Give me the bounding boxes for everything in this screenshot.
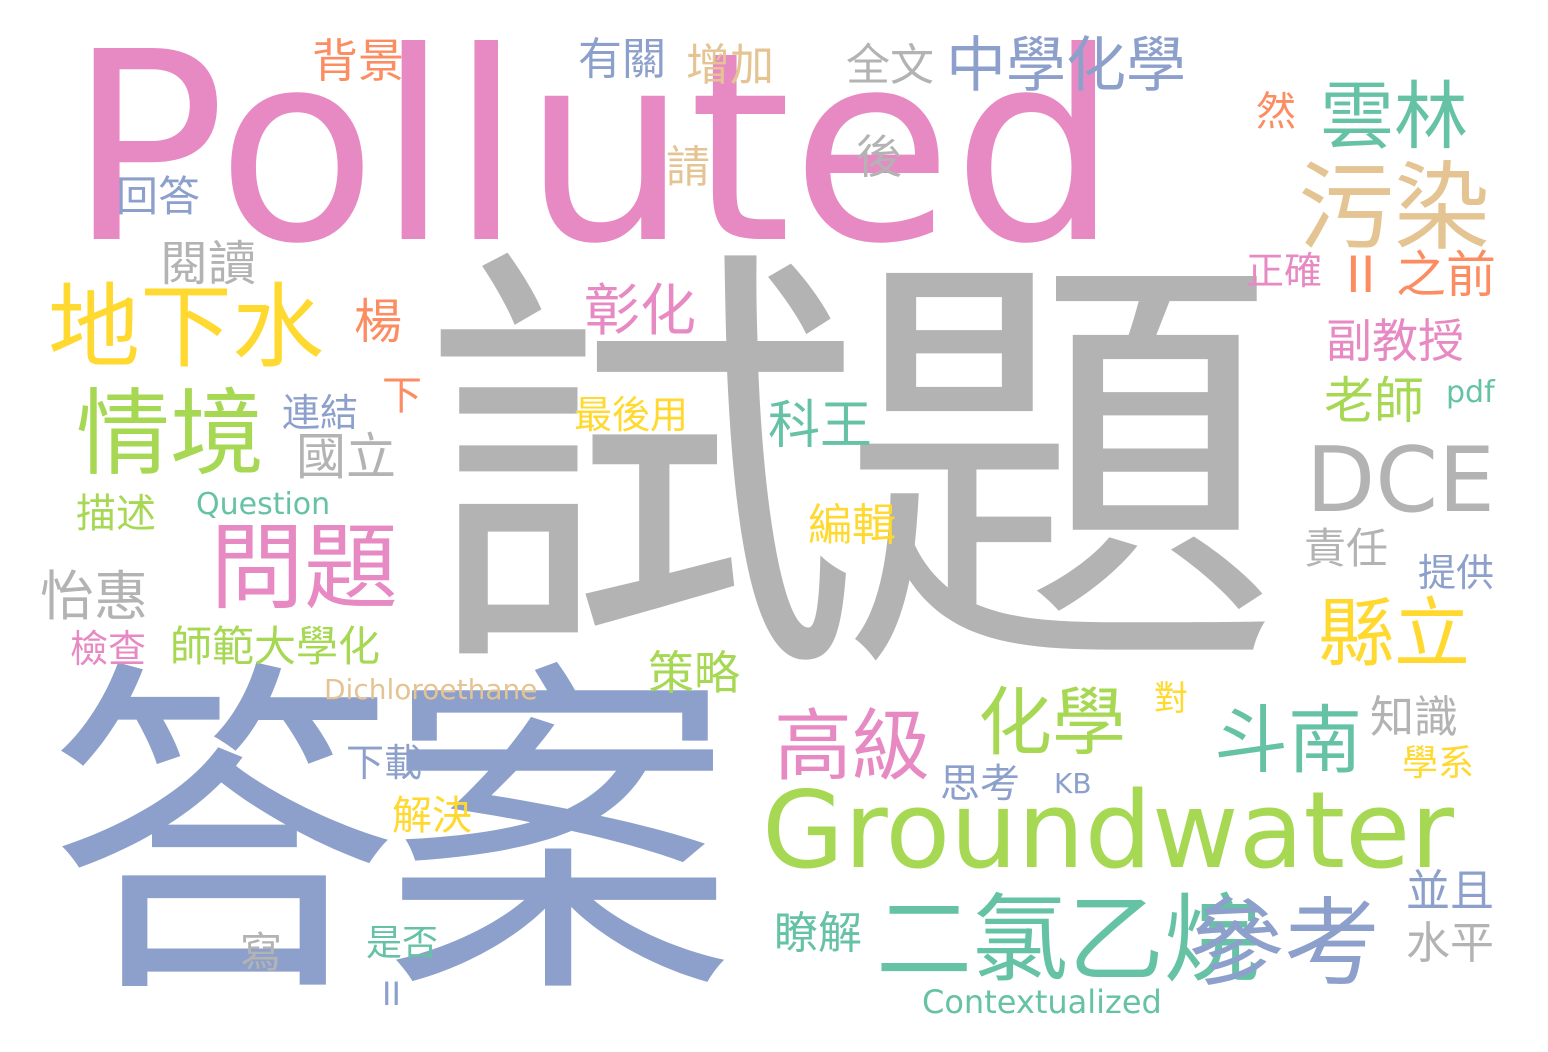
word-question: Question — [196, 487, 331, 522]
word-polluted: Polluted — [68, 0, 1119, 301]
word-jiejue: 解決 — [392, 793, 472, 839]
word-dixiashui: 地下水 — [48, 274, 325, 381]
word-wuran: 污染 — [1298, 152, 1490, 264]
word-wenti: 問題 — [210, 514, 399, 623]
word-zhiqian: 之前 — [1396, 246, 1496, 304]
word-contextualized: Contextualized — [922, 983, 1162, 1021]
word-zhengque: 正確 — [1246, 249, 1323, 293]
word-youguan: 有關 — [578, 34, 666, 85]
word-zhanghua: 彰化 — [584, 279, 696, 344]
word-beijing: 背景 — [312, 34, 404, 88]
word-sikao: 思考 — [940, 761, 1020, 807]
word-zhishi: 知識 — [1370, 692, 1458, 743]
word-gaoji: 高級 — [774, 702, 931, 792]
word-shuiping: 水平 — [1406, 918, 1494, 969]
word-xie: 寫 — [240, 928, 283, 977]
word-quanwen: 全文 — [846, 40, 934, 91]
word-huaxue: 化學 — [978, 680, 1126, 766]
word-hou: 後 — [856, 130, 902, 184]
word-dui: 對 — [1154, 679, 1188, 719]
word-yang: 楊 — [354, 294, 403, 350]
word-guoli: 國立 — [296, 428, 396, 486]
word-dounan: 斗南 — [1214, 698, 1362, 784]
word-dce: DCE — [1306, 428, 1496, 533]
word-laoshi: 老師 — [1324, 372, 1424, 430]
word-zuihouyong: 最後用 — [574, 393, 689, 437]
word-fujiaoshou: 副教授 — [1326, 314, 1464, 368]
word-qing: 請 — [666, 142, 710, 193]
word-miaoshu: 描述 — [76, 491, 156, 537]
word-xia: 下 — [382, 373, 422, 419]
word-celue: 策略 — [648, 646, 740, 700]
word-shiti: 試題 — [420, 216, 1280, 728]
word-jiancha: 檢查 — [70, 627, 147, 671]
word-xiazai: 下載 — [346, 741, 423, 785]
word-zengjia: 增加 — [686, 40, 774, 91]
word-huida: 回答 — [116, 172, 201, 221]
word-xuexi: 學系 — [1402, 743, 1475, 784]
word-yuedu: 閱讀 — [160, 236, 257, 292]
word-ii-blue: II — [382, 975, 401, 1013]
word-yihui: 怡惠 — [40, 565, 148, 628]
word-shifou: 是否 — [366, 923, 439, 964]
word-xianli: 縣立 — [1318, 589, 1470, 678]
word-zeren: 責任 — [1304, 524, 1389, 573]
word-groundwater: Groundwater — [762, 769, 1454, 892]
word-qingjing: 情境 — [76, 380, 265, 489]
word-erlvyiwan: 二氯乙烷 — [876, 884, 1260, 996]
word-liaojie: 瞭解 — [774, 908, 862, 959]
word-yunlin: 雲林 — [1320, 74, 1468, 160]
word-pdf: pdf — [1446, 375, 1495, 410]
word-tigong: 提供 — [1418, 551, 1495, 595]
word-kewang: 科王 — [768, 396, 873, 456]
word-ii-orange: II — [1346, 246, 1376, 304]
word-lianjie: 連結 — [282, 391, 359, 435]
word-kb: KB — [1054, 767, 1092, 800]
word-shifandaxuehua: 師範大學化 — [170, 622, 381, 671]
word-zhongxue-huaxue: 中學化學 — [946, 31, 1186, 101]
word-daan: 答案 — [48, 633, 734, 1041]
word-dichloroethane: Dichloroethane — [324, 673, 538, 706]
word-bingqie: 並且 — [1406, 866, 1494, 917]
word-bianji: 編輯 — [808, 500, 896, 551]
word-ran: 然 — [1256, 89, 1296, 135]
word-cankao: 參考 — [1188, 888, 1380, 1000]
